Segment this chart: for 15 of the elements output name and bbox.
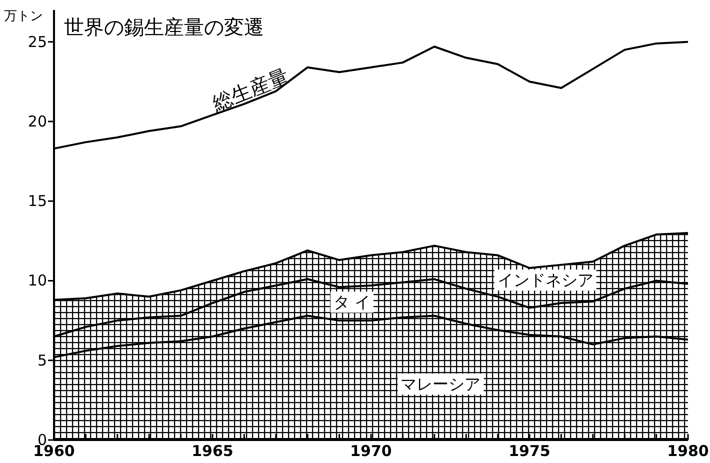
y-tick-label: 25 (28, 32, 47, 51)
x-tick-label: 1975 (508, 442, 550, 460)
x-tick-label: 1965 (192, 442, 234, 460)
y-axis-title: 万トン (4, 9, 43, 24)
y-tick-label: 5 (37, 351, 47, 370)
chart-title: 世界の錫生産量の変遷 (64, 15, 264, 39)
y-tick-label: 15 (28, 192, 47, 210)
x-tick-label: 1980 (667, 442, 709, 460)
y-tick-label: 10 (28, 272, 47, 290)
series-label: タ イ (333, 292, 371, 312)
x-tick-label: 1970 (350, 442, 392, 460)
y-tick-label: 20 (28, 112, 47, 130)
series-label: マレーシア (400, 374, 481, 394)
text: 総生産量 (208, 63, 292, 116)
series-label: インドネシア (497, 270, 594, 290)
